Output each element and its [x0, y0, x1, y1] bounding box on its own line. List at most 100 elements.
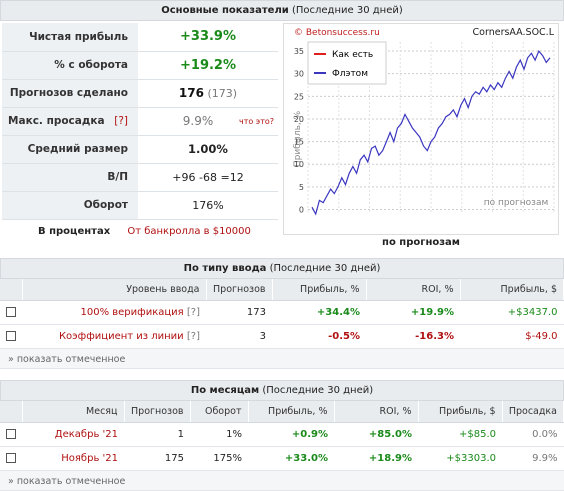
chart-y-ticks: 0 5 10 15 20 25 30 35: [294, 47, 304, 214]
by-input-title: По типу ввода: [183, 263, 267, 274]
y-tick-label: 15: [294, 138, 304, 147]
series-line-flat: [311, 49, 551, 216]
by-month-header-row: Месяц Прогнозов Оборот Прибыль, % ROI, %…: [0, 401, 564, 423]
net-profit-value: +33.9%: [180, 29, 236, 45]
chart-ylabel: Прибыль, %: [293, 110, 303, 167]
show-marked-link[interactable]: » показать отмеченное: [0, 348, 564, 369]
show-marked-link[interactable]: » показать отмеченное: [0, 470, 564, 491]
y-tick-label: 0: [299, 205, 304, 214]
col-drawdown[interactable]: Просадка: [502, 401, 564, 423]
stat-label: Прогнозов сделано: [2, 79, 138, 108]
losses-value: -68: [199, 170, 217, 184]
y-tick-label: 20: [294, 115, 304, 124]
drawdown-help-link[interactable]: [?]: [114, 115, 128, 127]
by-input-table: Уровень ввода Прогнозов Прибыль, % ROI, …: [0, 279, 564, 349]
col-predictions[interactable]: Прогнозов: [206, 279, 273, 301]
stat-label: Макс. просадка: [8, 115, 105, 127]
stat-label: В/П: [2, 163, 138, 192]
level-help-link[interactable]: [?]: [186, 306, 200, 318]
by-input-header-row: Уровень ввода Прогнозов Прибыль, % ROI, …: [0, 279, 564, 301]
y-tick-label: 30: [294, 70, 304, 79]
legend-label-as-is: Как есть: [332, 50, 373, 60]
predictions-cell: 173: [206, 300, 272, 325]
what-is-it-link[interactable]: что это?: [238, 116, 274, 126]
draws-value: =12: [220, 170, 244, 184]
col-roi[interactable]: ROI, %: [334, 401, 419, 423]
col-level[interactable]: Уровень ввода: [22, 279, 207, 301]
col-predictions[interactable]: Прогнозов: [124, 401, 191, 423]
y-tick-label: 35: [294, 47, 304, 56]
y-tick-label: 5: [299, 183, 304, 192]
profit-chart-svg: © Betonsuccess.ru CornersAA.SOC.L Прибыл…: [293, 27, 555, 216]
row-checkbox[interactable]: [6, 452, 16, 463]
chart-watermark: © Betonsuccess.ru: [294, 28, 380, 38]
row-checkbox[interactable]: [6, 428, 16, 439]
turnover-cell: 1%: [190, 422, 248, 447]
row-checkbox[interactable]: [6, 306, 16, 317]
level-help-link[interactable]: [?]: [186, 330, 200, 342]
predictions-cell: 1: [124, 422, 190, 447]
col-profit-usd[interactable]: Прибыль, $: [418, 401, 503, 423]
stat-label: Оборот: [2, 191, 138, 220]
stat-row-turnover: Оборот 176%: [2, 191, 278, 220]
profit-usd-cell: +$3437.0: [460, 300, 564, 325]
by-month-header: По месяцам (Последние 30 дней): [0, 380, 564, 401]
col-profit-usd[interactable]: Прибыль, $: [460, 279, 564, 301]
col-turnover[interactable]: Оборот: [190, 401, 249, 423]
drawdown-cell: 0.0%: [502, 422, 564, 447]
by-month-table: Месяц Прогнозов Оборот Прибыль, % ROI, %…: [0, 401, 564, 471]
month-cell[interactable]: Ноябрь '21: [22, 446, 124, 471]
col-roi[interactable]: ROI, %: [366, 279, 461, 301]
profit-usd-cell: +$3303.0: [418, 446, 502, 471]
roi-cell: -16.3%: [366, 324, 460, 349]
profit-pct-cell: +0.9%: [248, 422, 334, 447]
main-stats-period: (Последние 30 дней): [291, 5, 403, 16]
main-stats-table: Чистая прибыль +33.9% % с оборота +19.2%…: [2, 23, 278, 220]
level-name[interactable]: Коэффициент из линии: [58, 330, 184, 342]
col-profit-pct[interactable]: Прибыль, %: [272, 279, 367, 301]
profit-usd-cell: $-49.0: [460, 324, 564, 349]
profit-chart: © Betonsuccess.ru CornersAA.SOC.L Прибыл…: [283, 23, 559, 235]
roi-cell: +18.9%: [334, 446, 418, 471]
row-checkbox[interactable]: [6, 330, 16, 341]
drawdown-cell: 9.9%: [502, 446, 564, 471]
stat-label: Средний размер: [2, 135, 138, 164]
stat-label: % с оборота: [2, 51, 138, 80]
turnover-pct-value: +19.2%: [180, 57, 236, 73]
stat-label: Чистая прибыль: [2, 23, 138, 52]
main-stats-panel: Основные показатели (Последние 30 дней) …: [0, 0, 564, 248]
main-stats-title: Основные показатели: [161, 5, 289, 16]
main-stats-header: Основные показатели (Последние 30 дней): [0, 0, 564, 21]
profit-pct-cell: +34.4%: [272, 300, 366, 325]
roi-cell: +19.9%: [366, 300, 460, 325]
in-percent-label[interactable]: В процентах: [38, 226, 111, 237]
chart-inner-xlabel: по прогнозам: [484, 198, 549, 208]
roi-cell: +85.0%: [334, 422, 418, 447]
stat-row-predictions: Прогнозов сделано 176 (173): [2, 79, 278, 108]
max-drawdown-value: 9.9%: [182, 114, 214, 128]
chart-legend: Как есть Флэтом: [307, 41, 387, 85]
predictions-cell: 175: [124, 446, 190, 471]
profit-pct-cell: +33.0%: [248, 446, 334, 471]
y-tick-label: 10: [294, 160, 304, 169]
percent-mode-row: В процентах От банкролла в $10000: [2, 226, 278, 237]
by-month-title: По месяцам: [190, 385, 260, 396]
turnover-value: 176%: [192, 198, 224, 212]
table-row: Ноябрь '21 175 175% +33.0% +18.9% +$3303…: [0, 446, 564, 471]
table-row: 100% верификация [?] 173 +34.4% +19.9% +…: [0, 300, 564, 325]
col-profit-pct[interactable]: Прибыль, %: [248, 401, 335, 423]
turnover-cell: 175%: [190, 446, 248, 471]
chart-caption: по прогнозам: [382, 237, 460, 248]
month-cell[interactable]: Декабрь '21: [22, 422, 124, 447]
stat-row-max-drawdown: Макс. просадка [?] 9.9% что это?: [2, 107, 278, 136]
by-month-panel: По месяцам (Последние 30 дней) Месяц Про…: [0, 380, 564, 491]
stat-row-win-loss: В/П +96 -68 =12: [2, 163, 278, 192]
level-name[interactable]: 100% верификация: [80, 306, 184, 318]
profit-usd-cell: +$85.0: [418, 422, 502, 447]
by-input-panel: По типу ввода (Последние 30 дней) Уровен…: [0, 258, 564, 369]
bankroll-link[interactable]: От банкролла в $10000: [127, 226, 251, 237]
by-input-header: По типу ввода (Последние 30 дней): [0, 258, 564, 279]
col-month[interactable]: Месяц: [22, 401, 125, 423]
y-tick-label: 25: [294, 92, 304, 101]
stat-row-avg-size: Средний размер 1.00%: [2, 135, 278, 164]
